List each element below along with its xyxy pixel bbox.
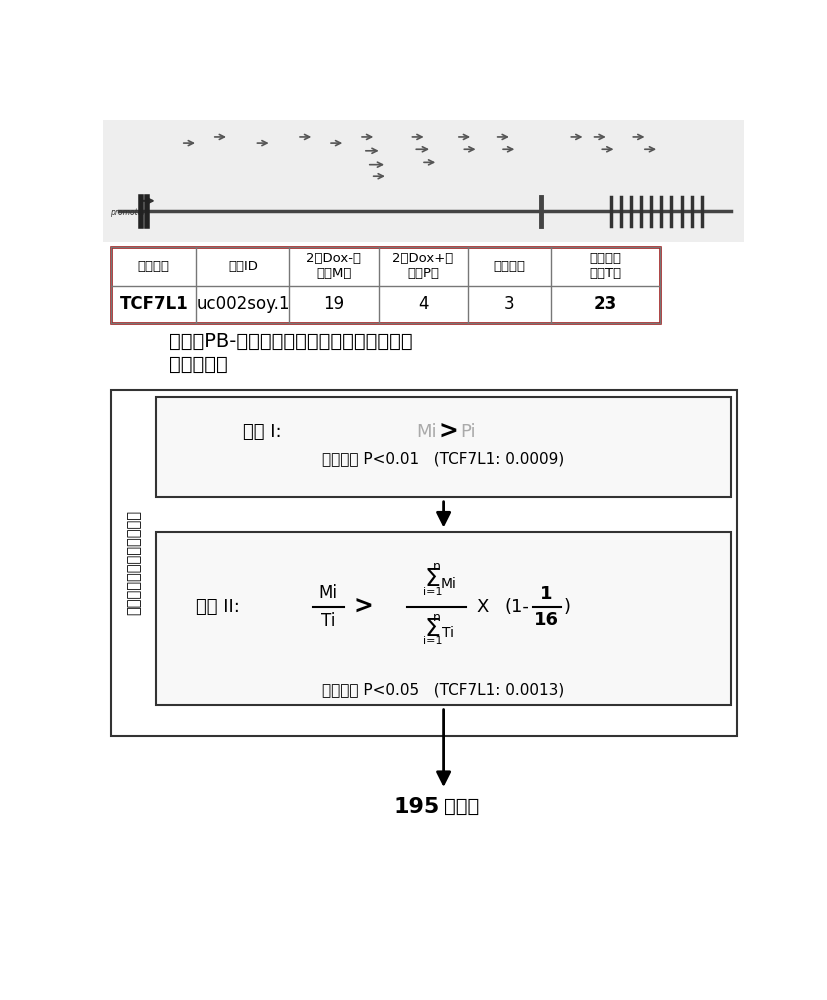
Text: 假设 I:: 假设 I: [243, 423, 281, 441]
Text: 1: 1 [540, 585, 553, 603]
Text: uc002soy.1: uc002soy.1 [196, 295, 289, 313]
Text: X: X [477, 598, 490, 616]
Text: Pi: Pi [460, 423, 476, 441]
Text: 2倍Dox-位
点（M）: 2倍Dox-位 点（M） [307, 252, 361, 280]
Bar [156, 532, 731, 705]
Text: 4: 4 [418, 295, 428, 313]
Text: (1-: (1- [504, 598, 530, 616]
Bar [111, 389, 738, 736]
Text: Mi: Mi [318, 584, 337, 602]
Text: 个基因: 个基因 [443, 797, 479, 816]
Text: 195: 195 [394, 797, 440, 817]
Text: Σ: Σ [425, 617, 441, 641]
Text: 统计学分析: 统计学分析 [170, 355, 228, 374]
Text: Ti: Ti [321, 612, 335, 630]
Text: 假设 II:: 假设 II: [196, 598, 241, 616]
Text: n: n [433, 611, 441, 624]
Text: i=1: i=1 [423, 587, 442, 597]
Bar [103, 120, 744, 242]
Bar [156, 397, 731, 497]
Text: i=1: i=1 [423, 636, 442, 646]
Bar [111, 247, 660, 323]
Text: 基因符号: 基因符号 [138, 260, 170, 273]
Text: 二项检验 P<0.01   (TCF7L1: 0.0009): 二项检验 P<0.01 (TCF7L1: 0.0009) [323, 451, 565, 466]
Text: Mi: Mi [416, 423, 437, 441]
Text: 19: 19 [323, 295, 345, 313]
Text: Σ: Σ [425, 567, 441, 591]
Text: TCF7L1: TCF7L1 [119, 295, 188, 313]
Text: promoter: promoter [109, 208, 145, 217]
Text: 鉴定在PB-诱导的过表达后消除的基因的生物: 鉴定在PB-诱导的过表达后消除的基因的生物 [170, 332, 413, 351]
Text: 16: 16 [534, 611, 559, 629]
Text: ): ) [564, 598, 571, 616]
Text: n: n [433, 560, 441, 573]
Text: 总插入位
点（T）: 总插入位 点（T） [590, 252, 622, 280]
Text: 23: 23 [594, 295, 617, 313]
Text: >: > [353, 595, 373, 619]
Text: 2倍Dox+位
点（P）: 2倍Dox+位 点（P） [393, 252, 454, 280]
Text: Ti: Ti [442, 626, 454, 640]
Text: 无偏位点: 无偏位点 [494, 260, 525, 273]
Text: Mi: Mi [440, 577, 457, 591]
Text: 合格的候选基因的两个滤子: 合格的候选基因的两个滤子 [126, 510, 141, 615]
Text: 基因ID: 基因ID [228, 260, 258, 273]
Text: >: > [438, 420, 458, 444]
Text: 3: 3 [504, 295, 514, 313]
Text: 二项检验 P<0.05   (TCF7L1: 0.0013): 二项检验 P<0.05 (TCF7L1: 0.0013) [323, 682, 565, 697]
